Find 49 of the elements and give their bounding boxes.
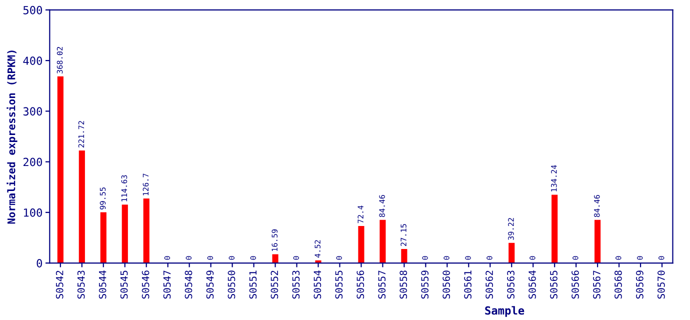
x-tick-label: S0543: [77, 270, 85, 299]
x-tick-label: S0557: [378, 270, 386, 299]
x-tick-label: S0561: [464, 270, 472, 299]
x-tick-label: S0552: [270, 270, 278, 299]
x-tick-label: S0559: [421, 270, 429, 299]
y-tick-label: 500: [23, 6, 42, 14]
x-tick-label: S0566: [572, 270, 579, 299]
y-axis-title: Normalized expression (RPKM): [6, 50, 18, 224]
bar: [401, 248, 408, 264]
x-tick-label: S0569: [636, 270, 644, 299]
x-tick-label: S0549: [206, 270, 214, 299]
x-tick-label: S0568: [614, 270, 622, 299]
x-tick-label: S0550: [228, 270, 236, 299]
x-tick-label: S0555: [335, 270, 343, 299]
x-tick-label: S0564: [528, 270, 536, 299]
x-tick-label: S0547: [163, 270, 171, 299]
bar: [272, 254, 278, 264]
x-tick-label: S0545: [120, 270, 128, 299]
x-tick-label: S0565: [550, 270, 558, 299]
x-tick-label: S0560: [442, 270, 450, 299]
bar: [358, 226, 364, 264]
x-tick-label: S0553: [292, 270, 300, 299]
x-tick-label: S0558: [400, 270, 408, 299]
x-tick-label: S0542: [56, 270, 64, 299]
bar: [57, 76, 64, 264]
x-tick-label: S0548: [184, 270, 192, 299]
bar: [508, 242, 515, 264]
x-tick-label: S0562: [486, 270, 493, 299]
x-tick-label: S0567: [593, 270, 600, 299]
y-tick-label: 200: [23, 158, 42, 166]
x-tick-label: S0551: [249, 270, 257, 299]
bar: [594, 220, 601, 264]
x-axis-title: Sample: [485, 306, 524, 317]
bar: [380, 220, 386, 264]
x-tick-label: S0554: [314, 270, 322, 299]
bar: [552, 194, 558, 264]
y-tick-label: 400: [23, 56, 42, 65]
x-tick-label: S0570: [658, 270, 665, 299]
bar: [78, 150, 85, 264]
bar: [122, 204, 128, 264]
x-tick-label: S0563: [507, 270, 514, 299]
x-tick-label: S0546: [142, 270, 150, 299]
y-tick-label: 300: [23, 107, 42, 116]
x-tick-label: S0544: [98, 270, 106, 299]
x-tick-label: S0556: [356, 270, 364, 299]
bar: [143, 198, 150, 264]
bar: [100, 212, 106, 264]
y-tick-label: 0: [36, 259, 42, 268]
y-tick-label: 100: [24, 208, 42, 217]
